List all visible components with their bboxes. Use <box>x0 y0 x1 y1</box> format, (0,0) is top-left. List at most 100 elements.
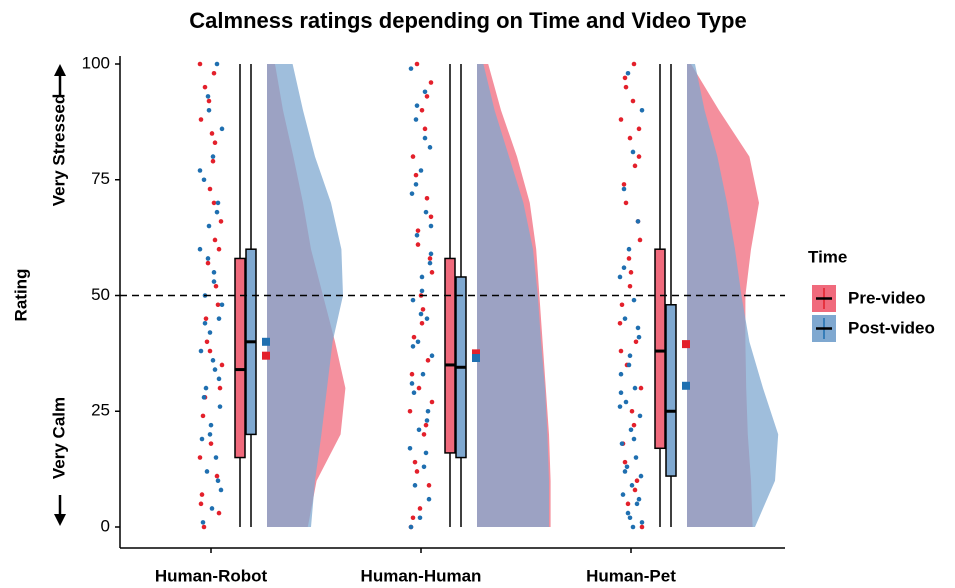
data-point <box>639 520 645 525</box>
y-tick-label: 100 <box>82 53 110 72</box>
data-point <box>630 98 636 104</box>
data-point <box>413 172 419 178</box>
data-point <box>427 145 433 150</box>
data-point <box>617 320 623 326</box>
data-point <box>631 297 637 303</box>
data-point <box>626 246 632 252</box>
data-point <box>212 237 218 243</box>
data-point <box>200 413 206 419</box>
data-point <box>626 256 632 261</box>
x-tick-label: Human-Robot <box>155 566 268 585</box>
data-point <box>618 371 624 377</box>
data-point <box>215 200 221 206</box>
data-point <box>218 487 224 493</box>
data-point <box>427 260 433 266</box>
data-point <box>425 408 431 414</box>
data-point <box>620 492 626 497</box>
data-point <box>619 441 625 446</box>
data-point <box>636 126 642 132</box>
data-point <box>216 316 222 321</box>
data-point <box>205 256 211 261</box>
data-point <box>412 459 418 465</box>
x-tick-label: Human-Pet <box>586 566 676 585</box>
data-point <box>419 274 425 280</box>
data-point <box>638 385 644 391</box>
data-point <box>197 168 203 173</box>
data-point <box>635 219 641 224</box>
data-point <box>628 427 634 433</box>
data-point <box>214 209 220 215</box>
data-point <box>200 520 206 525</box>
data-point <box>423 422 429 428</box>
data-point <box>198 117 204 122</box>
data-point <box>201 524 207 530</box>
y-tick-label: 50 <box>91 285 110 304</box>
data-point <box>425 358 431 363</box>
data-point <box>205 260 211 266</box>
data-point <box>208 441 214 446</box>
annotation: Very Calm <box>49 397 68 479</box>
data-point <box>407 408 413 414</box>
data-point <box>212 140 218 146</box>
data-point <box>216 376 222 382</box>
data-point <box>199 436 205 442</box>
data-point <box>429 270 435 275</box>
data-point <box>202 320 208 326</box>
data-point <box>410 154 416 159</box>
data-point <box>428 214 434 220</box>
data-point <box>207 348 213 354</box>
data-point <box>198 348 204 354</box>
data-point <box>422 126 428 132</box>
data-point <box>414 469 420 474</box>
data-point <box>633 455 639 460</box>
data-point <box>422 135 428 141</box>
data-point <box>627 353 633 358</box>
data-point <box>424 195 430 201</box>
data-point <box>210 358 216 363</box>
box <box>665 304 677 477</box>
data-point <box>636 154 642 159</box>
data-point <box>626 362 632 368</box>
data-point <box>423 209 429 215</box>
y-axis-label: Rating <box>11 269 30 322</box>
data-point <box>197 455 203 460</box>
data-point <box>411 390 417 396</box>
data-point <box>422 89 428 95</box>
data-point <box>210 154 216 159</box>
data-point <box>217 404 223 409</box>
data-point <box>631 422 637 428</box>
data-point <box>618 390 624 396</box>
data-point <box>627 515 633 521</box>
data-point <box>423 450 429 456</box>
box <box>234 257 246 459</box>
data-point <box>417 515 423 521</box>
data-point <box>619 302 625 308</box>
data-point <box>629 408 635 414</box>
data-point <box>635 325 641 331</box>
data-point <box>426 483 432 488</box>
data-point <box>413 117 419 122</box>
data-point <box>208 422 214 428</box>
data-point <box>636 334 642 340</box>
data-point <box>627 135 633 141</box>
data-point <box>627 283 633 289</box>
data-point <box>213 455 219 460</box>
legend-title: Time <box>808 247 847 266</box>
mean-marker <box>682 340 690 349</box>
data-point <box>216 246 222 252</box>
data-point <box>623 84 629 90</box>
data-point <box>209 506 215 511</box>
data-point <box>219 362 225 368</box>
data-point <box>624 464 630 470</box>
data-point <box>408 524 414 530</box>
data-point <box>634 478 640 484</box>
data-point <box>621 265 627 271</box>
data-point <box>622 469 628 474</box>
data-point <box>419 108 425 113</box>
data-point <box>625 510 631 516</box>
mean-marker <box>262 351 270 360</box>
data-point <box>204 339 210 345</box>
data-point <box>618 117 624 122</box>
data-point <box>623 399 629 405</box>
